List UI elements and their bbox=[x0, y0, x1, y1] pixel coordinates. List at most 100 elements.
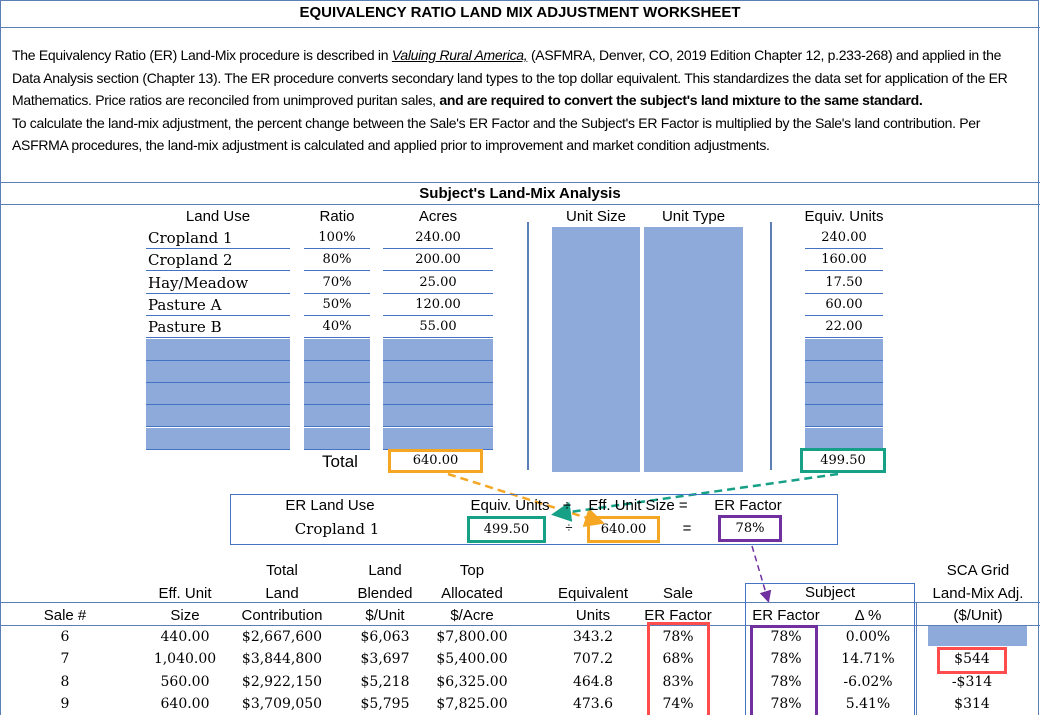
ratio-cell[interactable] bbox=[304, 427, 370, 450]
header-lb1: Land bbox=[368, 562, 402, 579]
top-cell: $5,400.00 bbox=[436, 651, 508, 668]
adj-cell: -$314 bbox=[951, 673, 993, 690]
header-lb3: $/Unit bbox=[365, 607, 405, 624]
adj-cell: $314 bbox=[954, 695, 990, 712]
land-use-cell[interactable] bbox=[146, 338, 290, 361]
header-ser2: ER Factor bbox=[644, 607, 712, 624]
acres-cell[interactable]: 25.00 bbox=[383, 272, 493, 294]
header-tl1: Total bbox=[266, 562, 298, 579]
equiv-cell: 707.2 bbox=[572, 651, 614, 668]
subject-heading: Subject's Land-Mix Analysis bbox=[419, 185, 621, 202]
header-eff1: Eff. Unit bbox=[158, 584, 212, 602]
subject-er-highlight bbox=[750, 625, 818, 715]
land-use-cell[interactable]: Cropland 2 bbox=[146, 249, 290, 272]
header-top1: Top bbox=[459, 562, 485, 579]
land-use-cell[interactable]: Pasture A bbox=[146, 294, 290, 316]
ratio-cell[interactable]: 40% bbox=[304, 316, 370, 339]
ratio-cell[interactable] bbox=[304, 405, 370, 428]
eff-cell: 1,040.00 bbox=[153, 651, 217, 668]
er-land-use: Cropland 1 bbox=[294, 520, 380, 538]
sale-er-cell: 68% bbox=[662, 651, 694, 668]
equiv-cell: 343.2 bbox=[572, 629, 614, 645]
header-sca3: ($/Unit) bbox=[953, 607, 1003, 624]
ratio-cell[interactable]: 70% bbox=[304, 272, 370, 294]
sale-er-highlight bbox=[647, 622, 710, 715]
ratio-cell[interactable]: 100% bbox=[304, 227, 370, 249]
table-row: 9 640.00 $3,709,050 $5,795 $7,825.00 473.6 74%… bbox=[0, 694, 1040, 716]
sale-cell: 9 bbox=[60, 695, 70, 712]
equiv-units-cell: 160.00 bbox=[805, 249, 883, 272]
header-ser1: Sale bbox=[662, 584, 694, 602]
total-label: Total bbox=[322, 452, 358, 471]
er-header-land-use: ER Land Use bbox=[285, 497, 375, 514]
land-use-cell[interactable]: Pasture B bbox=[146, 316, 290, 339]
land-use-cell[interactable]: Cropland 1 bbox=[146, 227, 290, 249]
worksheet-title: EQUIVALENCY RATIO LAND MIX ADJUSTMENT WO… bbox=[299, 4, 741, 21]
eff-cell: 440.00 bbox=[160, 629, 210, 645]
er-header-eff: Eff. Unit Size = bbox=[588, 497, 688, 514]
land-use-cell[interactable] bbox=[146, 427, 290, 450]
equiv-units-cell: 240.00 bbox=[805, 227, 883, 249]
header-unit-type: Unit Type bbox=[661, 208, 726, 225]
sale-er-cell: 74% bbox=[662, 695, 694, 712]
equiv-units-cell bbox=[805, 360, 883, 383]
top-cell: $6,325.00 bbox=[436, 673, 508, 690]
acres-cell[interactable]: 55.00 bbox=[383, 316, 493, 339]
acres-cell[interactable] bbox=[383, 383, 493, 406]
er-eff-unit-size: 640.00 bbox=[587, 516, 660, 543]
header-top2: Allocated bbox=[441, 584, 503, 602]
land-use-cell[interactable]: Hay/Meadow bbox=[146, 272, 290, 294]
total-cell: $2,922,150 bbox=[241, 673, 323, 690]
header-lb2: Blended bbox=[357, 584, 413, 602]
delta-cell: 14.71% bbox=[841, 651, 895, 668]
header-subject: Subject bbox=[804, 584, 856, 601]
book-link[interactable]: Valuing Rural America, bbox=[391, 47, 528, 63]
ratio-cell[interactable] bbox=[304, 383, 370, 406]
sub-er-cell: 78% bbox=[770, 651, 802, 668]
total-cell: $3,844,800 bbox=[241, 651, 323, 668]
header-eq2: Units bbox=[575, 607, 611, 624]
adjustment-highlight bbox=[937, 647, 1007, 674]
total-cell: $3,709,050 bbox=[241, 695, 323, 712]
acres-cell[interactable] bbox=[383, 405, 493, 428]
table-row: 8 560.00 $2,922,150 $5,218 $6,325.00 464.8 83%… bbox=[0, 672, 1040, 694]
ratio-cell[interactable]: 50% bbox=[304, 294, 370, 316]
ratio-cell[interactable] bbox=[304, 360, 370, 383]
orange-arrow bbox=[447, 472, 605, 528]
header-ratio: Ratio bbox=[319, 208, 355, 225]
sub-er-cell: 78% bbox=[770, 673, 802, 690]
blended-cell: $5,218 bbox=[360, 673, 410, 690]
subject-group-box bbox=[745, 583, 915, 715]
acres-cell[interactable] bbox=[383, 338, 493, 361]
equiv-units-cell bbox=[805, 383, 883, 406]
acres-cell[interactable] bbox=[383, 360, 493, 383]
equiv-units-cell: 60.00 bbox=[805, 294, 883, 316]
blended-cell: $3,697 bbox=[360, 651, 410, 668]
acres-cell[interactable]: 200.00 bbox=[383, 249, 493, 272]
acres-cell[interactable]: 120.00 bbox=[383, 294, 493, 316]
er-equals: = bbox=[682, 520, 692, 537]
sub-er-cell: 78% bbox=[770, 629, 802, 645]
land-use-cell[interactable] bbox=[146, 405, 290, 428]
blended-cell: $6,063 bbox=[360, 629, 410, 645]
header-equiv-units: Equiv. Units bbox=[804, 208, 884, 225]
land-use-cell[interactable] bbox=[146, 383, 290, 406]
er-calculation-box bbox=[230, 494, 838, 545]
er-header-div: ÷ bbox=[562, 497, 572, 514]
header-delta: Δ % bbox=[854, 607, 882, 624]
table-row: 6 440.00 $2,667,600 $6,063 $7,800.00 343.2 78%… bbox=[0, 627, 1040, 649]
er-header-factor: ER Factor bbox=[714, 497, 782, 514]
acres-cell[interactable]: 240.00 bbox=[383, 227, 493, 249]
total-equiv-units: 499.50 bbox=[800, 448, 886, 473]
header-tl2: Land bbox=[265, 584, 299, 602]
header-eq1: Equivalent bbox=[557, 584, 629, 602]
delta-cell: -6.02% bbox=[843, 673, 893, 690]
land-use-cell[interactable] bbox=[146, 360, 290, 383]
ratio-cell[interactable] bbox=[304, 338, 370, 361]
intro-paragraph: The Equivalency Ratio (ER) Land-Mix proc… bbox=[12, 47, 1008, 153]
header-tl3: Contribution bbox=[241, 607, 323, 624]
delta-cell: 0.00% bbox=[845, 629, 891, 645]
blended-cell: $5,795 bbox=[360, 695, 410, 712]
ratio-cell[interactable]: 80% bbox=[304, 249, 370, 272]
equiv-units-cell bbox=[805, 338, 883, 361]
